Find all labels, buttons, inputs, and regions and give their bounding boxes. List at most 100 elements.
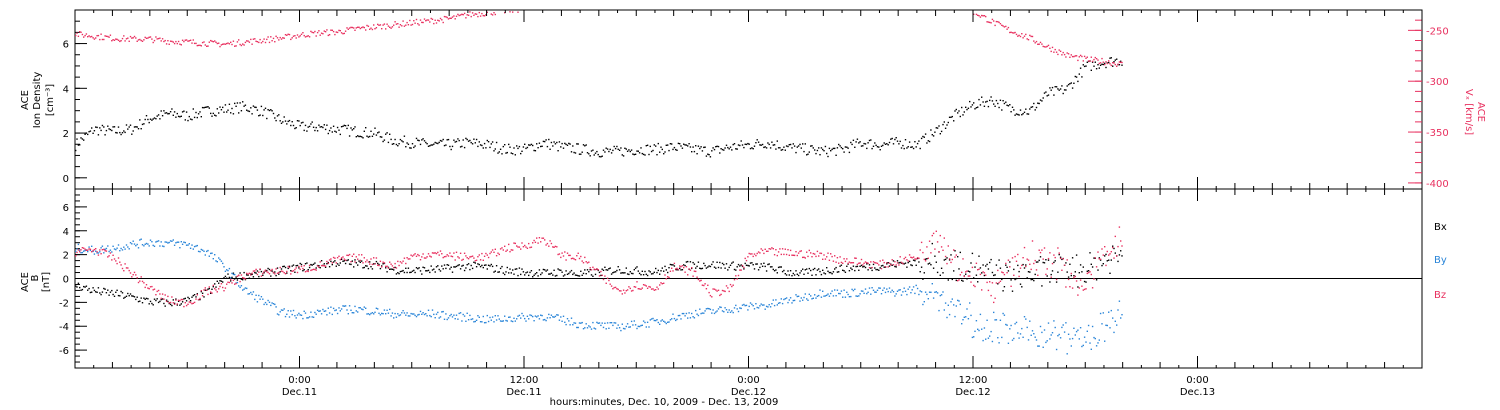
by-point [640, 324, 642, 327]
bz-point [994, 297, 996, 299]
density-point [852, 139, 855, 141]
density-point [879, 149, 881, 151]
by-point [1057, 335, 1059, 337]
velocity-point [320, 32, 323, 34]
bx-point [239, 272, 241, 274]
by-point [752, 305, 754, 307]
density-point [679, 143, 681, 145]
bz-point [1030, 268, 1032, 271]
bz-point [800, 250, 802, 252]
density-point [783, 146, 785, 148]
by-point [413, 313, 415, 315]
bx-point [251, 273, 253, 276]
velocity-point [483, 15, 486, 17]
bz-point [342, 256, 344, 258]
bx-point [883, 266, 885, 268]
bx-point [1021, 286, 1023, 288]
density-point [191, 118, 193, 121]
density-point [438, 141, 440, 144]
bx-point [421, 273, 423, 275]
bz-point [121, 267, 124, 270]
bx-point [105, 292, 108, 294]
bz-point [808, 249, 810, 252]
bx-point [204, 289, 206, 291]
velocity-point [977, 14, 979, 16]
velocity-point [286, 34, 288, 36]
by-point [290, 310, 292, 312]
bz-point [561, 252, 563, 254]
bx-point [76, 286, 78, 288]
bz-point [287, 265, 289, 268]
density-point [315, 126, 317, 129]
velocity-point [467, 14, 470, 16]
bx-point [168, 302, 170, 305]
bx-point [369, 261, 371, 263]
bz-point [538, 237, 541, 239]
bz-point [465, 255, 467, 257]
bx-point [220, 280, 223, 282]
density-point [550, 141, 553, 144]
bz-point [350, 261, 352, 263]
velocity-point [1017, 35, 1019, 37]
bz-point [755, 254, 757, 257]
by-point [1101, 323, 1103, 325]
bz-point [447, 255, 450, 257]
by-point [934, 291, 936, 293]
bz-point [577, 252, 579, 254]
density-point [724, 147, 726, 149]
bz-point [892, 264, 895, 266]
bz-point [168, 302, 170, 304]
by-point [87, 250, 89, 253]
density-point [807, 153, 809, 155]
velocity-point [224, 43, 227, 45]
bx-point [788, 274, 790, 276]
density-point [93, 130, 96, 132]
velocity-point [336, 31, 339, 34]
density-point [393, 143, 395, 145]
density-point [99, 127, 101, 129]
bx-point [203, 296, 205, 298]
bz-point [518, 246, 521, 248]
density-point [1109, 57, 1111, 59]
density-point [727, 146, 729, 149]
velocity-point [100, 33, 102, 35]
by-point [781, 302, 784, 305]
by-point [1047, 322, 1050, 324]
bz-point [955, 254, 957, 256]
density-point [537, 147, 539, 149]
bz-point [1014, 255, 1016, 258]
density-point [365, 127, 367, 129]
density-point [429, 145, 431, 147]
by-point [939, 294, 941, 297]
bx-point [716, 261, 718, 263]
by-point [818, 294, 820, 297]
by-point [371, 312, 374, 314]
velocity-point [250, 38, 252, 41]
bx-point [705, 267, 708, 269]
density-point [581, 151, 583, 153]
bz-point [799, 250, 801, 253]
density-point [634, 153, 637, 155]
density-point [715, 146, 717, 148]
by-point [255, 294, 257, 296]
bx-point [731, 262, 733, 264]
by-point [824, 295, 827, 297]
bx-point [441, 265, 443, 267]
density-point [955, 108, 957, 111]
by-point [784, 298, 786, 300]
velocity-point [1108, 60, 1110, 62]
velocity-point [1104, 63, 1106, 66]
bx-point [270, 275, 272, 277]
bx-point [439, 270, 442, 272]
density-point [77, 144, 80, 146]
bx-point [1061, 258, 1063, 261]
bz-point [119, 261, 121, 263]
density-point [1025, 108, 1027, 110]
bx-point [386, 271, 388, 273]
bz-point [184, 302, 186, 304]
velocity-point [423, 18, 426, 20]
by-point [715, 311, 717, 313]
density-point [864, 143, 867, 145]
bz-point [520, 248, 522, 250]
bx-point [859, 265, 861, 267]
